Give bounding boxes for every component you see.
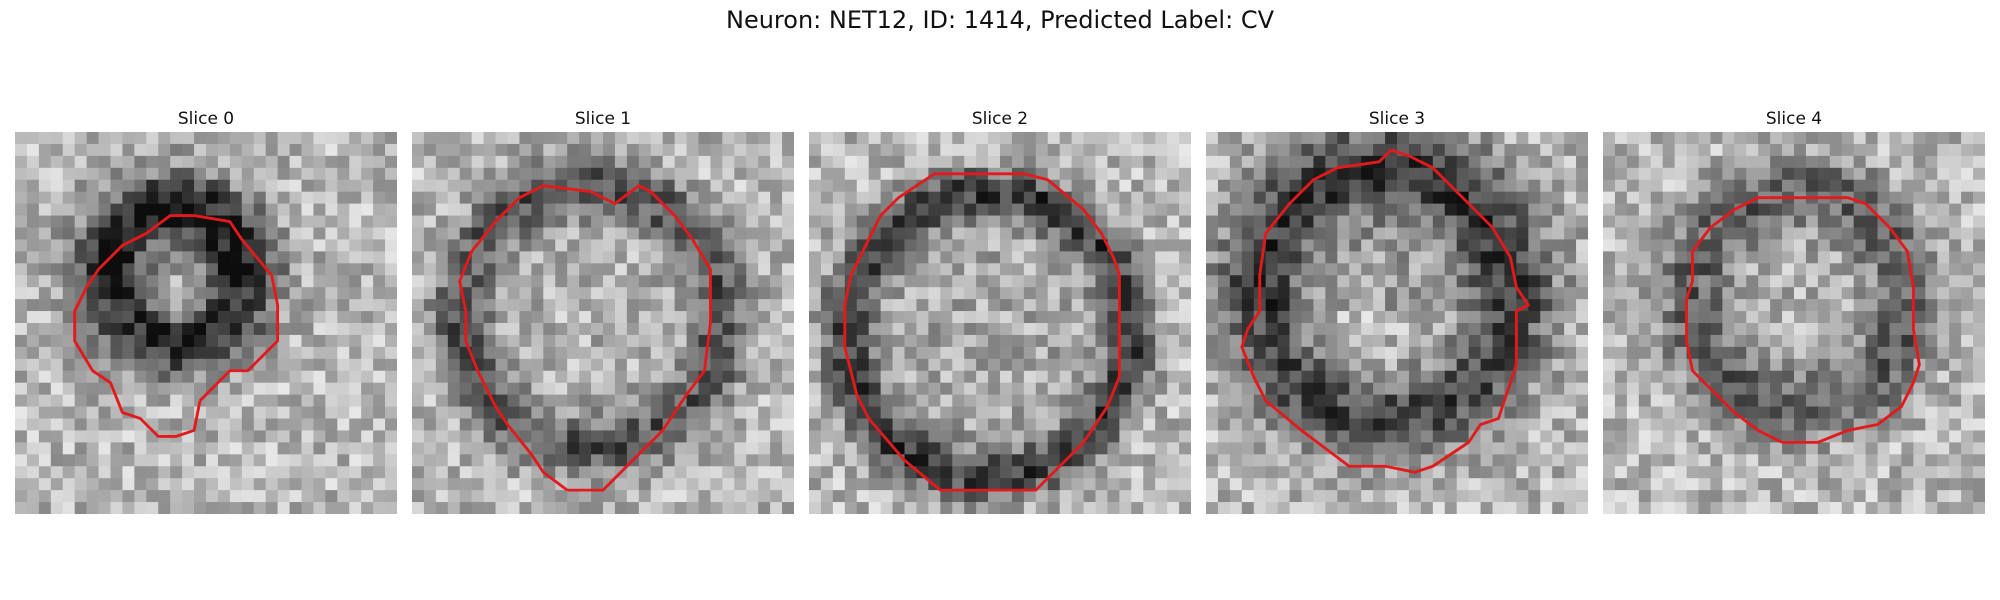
slice-1-image xyxy=(412,132,794,514)
slice-0-outline xyxy=(73,214,280,438)
slice-0-image xyxy=(15,132,397,514)
slice-panel-1: Slice 1 xyxy=(412,106,794,514)
figure-title: Neuron: NET12, ID: 1414, Predicted Label… xyxy=(726,6,1274,34)
slice-1-title: Slice 1 xyxy=(574,109,632,129)
slice-4-outline xyxy=(1685,196,1921,444)
slice-4-image xyxy=(1603,132,1985,514)
slice-3-title: Slice 3 xyxy=(1368,109,1426,129)
slice-2-title: Slice 2 xyxy=(971,109,1029,129)
slice-2-image xyxy=(809,132,1191,514)
slice-0-title: Slice 0 xyxy=(177,109,235,129)
slice-panel-0: Slice 0 xyxy=(15,106,397,514)
slice-4-title: Slice 4 xyxy=(1765,109,1823,129)
slice-1-outline xyxy=(458,184,712,492)
slice-3-outline xyxy=(1240,148,1530,474)
slice-panel-2: Slice 2 xyxy=(809,106,1191,514)
slice-3-image xyxy=(1206,132,1588,514)
slice-panel-4: Slice 4 xyxy=(1603,106,1985,514)
slice-panel-3: Slice 3 xyxy=(1206,106,1588,514)
slice-2-outline xyxy=(843,172,1121,492)
